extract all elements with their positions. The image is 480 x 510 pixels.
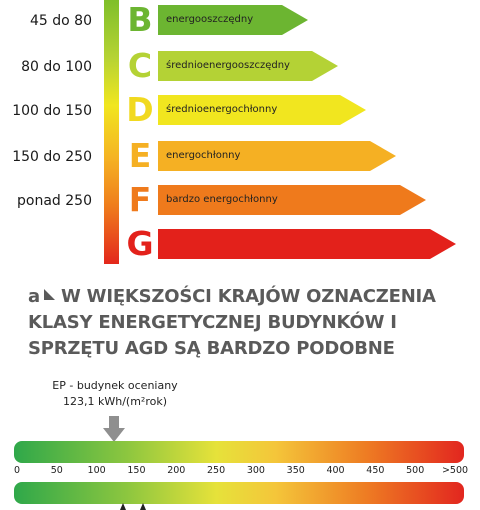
scale-tick-label: 100	[87, 465, 106, 476]
ep-label-title: EP - budynek oceniany	[52, 379, 178, 392]
class-label-d: średnioenergochłonny	[166, 104, 278, 115]
range-label-c: 80 do 100	[21, 59, 92, 75]
range-label-d: 100 do 150	[12, 103, 92, 119]
scale-tick-label: 500	[406, 465, 425, 476]
scale-tick-label: 150	[127, 465, 146, 476]
class-letter-b: B	[127, 0, 153, 39]
class-letter-d: D	[126, 90, 154, 129]
scale-tick-label: 200	[167, 465, 186, 476]
scale-marker-icon	[120, 503, 146, 510]
range-label-e: 150 do 250	[12, 149, 92, 165]
range-label-b: 45 do 80	[30, 13, 92, 29]
class-label-f: bardzo energochłonny	[166, 194, 278, 205]
caption-triangle-icon	[43, 289, 55, 300]
class-arrow-g	[158, 229, 456, 259]
class-letter-c: C	[127, 46, 153, 85]
scale-tick-label: 0	[13, 465, 21, 476]
class-arrow-d: średnioenergochłonny	[158, 95, 366, 125]
ep-label-value: 123,1 kWh/(m²rok)	[62, 395, 167, 408]
scale-tick-label: 250	[207, 465, 226, 476]
scale-tick-label: >500	[441, 465, 469, 476]
class-arrow-b: energooszczędny	[158, 5, 308, 35]
class-arrow-e: energochłonny	[158, 141, 396, 171]
scale-tick-label: 300	[246, 465, 265, 476]
energy-gradient-bar	[104, 0, 119, 264]
class-letter-f: F	[128, 180, 152, 219]
class-label-b: energooszczędny	[166, 14, 254, 25]
range-label-f: ponad 250	[17, 193, 92, 209]
scale-tick-label: 450	[366, 465, 385, 476]
caption-prefix: a	[28, 286, 40, 307]
energy-scale-bar-top	[14, 441, 464, 463]
class-arrow-f: bardzo energochłonny	[158, 185, 426, 215]
caption-text: W WIĘKSZOŚCI KRAJÓW OZNACZENIA KLASY ENE…	[28, 286, 436, 359]
class-letter-e: E	[128, 136, 152, 175]
down-arrow-icon	[103, 416, 125, 442]
ep-label: EP - budynek oceniany 123,1 kWh/(m²rok)	[40, 378, 190, 410]
class-label-e: energochłonny	[166, 150, 241, 161]
scale-tick-label: 50	[50, 465, 63, 476]
class-arrow-c: średnioenergooszczędny	[158, 51, 338, 81]
class-letter-g: G	[126, 224, 154, 263]
class-label-c: średnioenergooszczędny	[166, 60, 290, 71]
scale-tick-label: 400	[326, 465, 345, 476]
energy-scale-bar-bottom	[14, 482, 464, 504]
scale-tick-label: 350	[286, 465, 305, 476]
